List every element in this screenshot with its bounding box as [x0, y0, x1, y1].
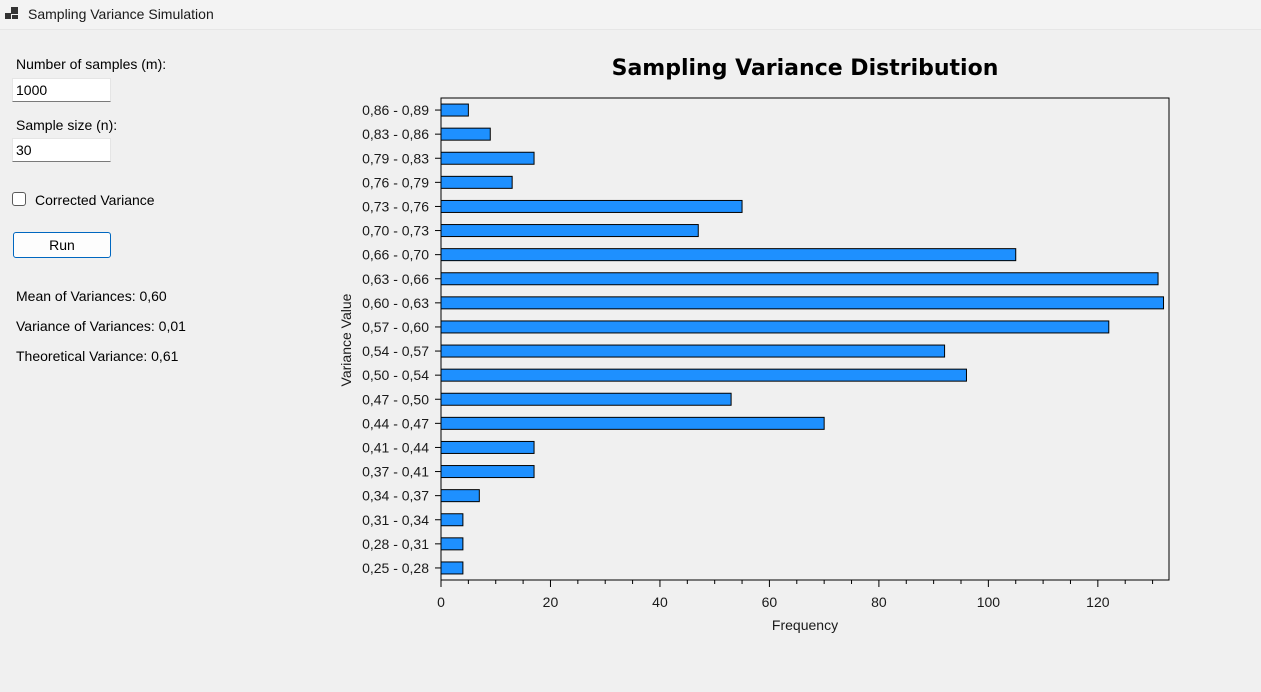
bar	[440, 151, 535, 165]
bar	[440, 248, 1017, 262]
bar	[440, 561, 464, 575]
window-title: Sampling Variance Simulation	[28, 6, 214, 22]
run-button[interactable]: Run	[13, 232, 111, 258]
bar	[440, 392, 732, 406]
sample-size-input[interactable]	[12, 138, 111, 162]
y-tick-label: 0,79 - 0,83	[362, 150, 429, 166]
variance-of-variances: Variance of Variances: 0,01	[16, 318, 186, 334]
bar	[440, 489, 480, 503]
y-tick-label: 0,50 - 0,54	[362, 367, 429, 383]
y-tick-label: 0,28 - 0,31	[362, 536, 429, 552]
y-tick-label: 0,37 - 0,41	[362, 464, 429, 480]
bar	[440, 368, 967, 382]
mean-of-variances: Mean of Variances: 0,60	[16, 288, 167, 304]
x-axis-label: Frequency	[772, 617, 838, 633]
bar	[440, 344, 946, 358]
bar	[440, 320, 1110, 334]
y-axis-label: Variance Value	[338, 293, 354, 386]
y-tick-label: 0,86 - 0,89	[362, 102, 429, 118]
chart-title: Sampling Variance Distribution	[612, 56, 999, 81]
x-tick-label: 80	[871, 594, 887, 610]
bar	[440, 465, 535, 479]
x-tick-label: 0	[437, 594, 445, 610]
sample-size-label: Sample size (n):	[16, 117, 118, 133]
bar	[440, 537, 464, 551]
bar	[440, 440, 535, 454]
y-tick-label: 0,60 - 0,63	[362, 295, 429, 311]
y-tick-label: 0,44 - 0,47	[362, 415, 429, 431]
x-tick-label: 20	[543, 594, 559, 610]
y-tick-label: 0,66 - 0,70	[362, 247, 429, 263]
bar	[440, 199, 743, 213]
bar	[440, 513, 464, 527]
y-tick-label: 0,73 - 0,76	[362, 198, 429, 214]
app-icon	[5, 7, 18, 19]
y-tick-label: 0,63 - 0,66	[362, 271, 429, 287]
y-tick-label: 0,47 - 0,50	[362, 391, 429, 407]
bar	[440, 175, 513, 189]
corrected-variance-checkbox[interactable]	[12, 192, 26, 206]
y-tick-label: 0,41 - 0,44	[362, 439, 429, 455]
bar	[440, 103, 469, 117]
title-bar: Sampling Variance Simulation	[0, 0, 1261, 30]
y-tick-label: 0,70 - 0,73	[362, 223, 429, 239]
x-tick-label: 40	[652, 594, 668, 610]
samples-input[interactable]	[12, 78, 111, 102]
y-tick-label: 0,76 - 0,79	[362, 174, 429, 190]
x-tick-label: 100	[977, 594, 1001, 610]
x-tick-label: 120	[1086, 594, 1110, 610]
theoretical-variance: Theoretical Variance: 0,61	[16, 348, 179, 364]
bar	[440, 296, 1165, 310]
y-tick-label: 0,54 - 0,57	[362, 343, 429, 359]
bar	[440, 272, 1159, 286]
bar	[440, 127, 491, 141]
samples-label: Number of samples (m):	[16, 56, 167, 72]
corrected-variance-label[interactable]: Corrected Variance	[35, 192, 155, 208]
y-tick-label: 0,31 - 0,34	[362, 512, 429, 528]
x-tick-label: 60	[762, 594, 778, 610]
y-tick-label: 0,25 - 0,28	[362, 560, 429, 576]
y-tick-label: 0,57 - 0,60	[362, 319, 429, 335]
bar	[440, 224, 699, 238]
y-tick-label: 0,34 - 0,37	[362, 488, 429, 504]
bar	[440, 416, 825, 430]
y-tick-label: 0,83 - 0,86	[362, 126, 429, 142]
plot-area	[440, 97, 1170, 581]
